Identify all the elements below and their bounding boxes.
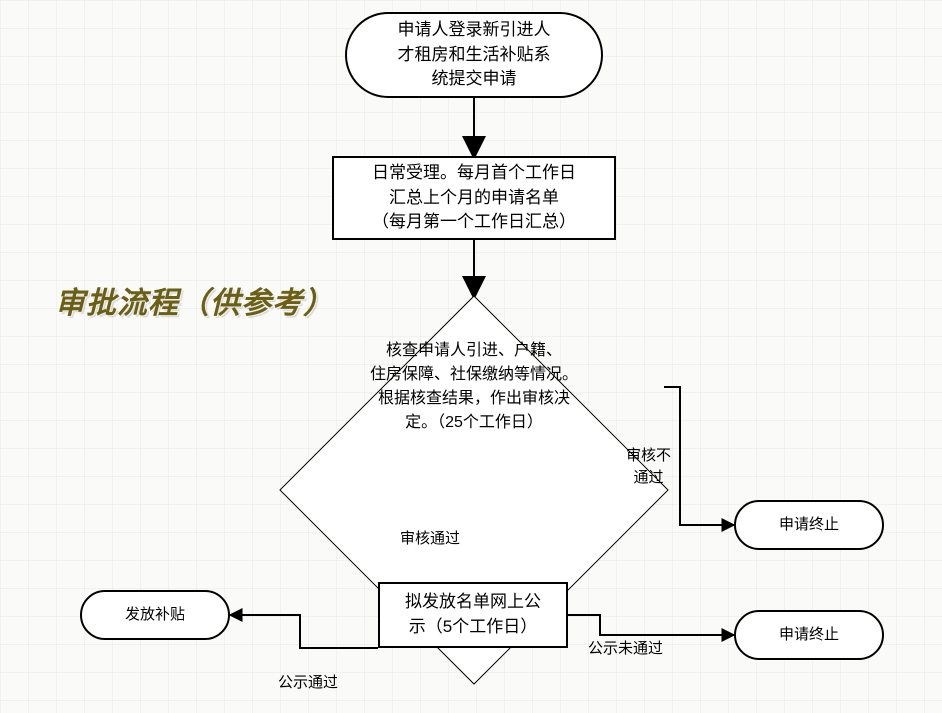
node-grant-text: 发放补贴 — [125, 604, 185, 626]
flowchart-canvas: 申请人登录新引进人才租房和生活补贴系统提交申请 日常受理。每月首个工作日汇总上个… — [0, 0, 942, 713]
node-endfail2-terminator: 申请终止 — [734, 610, 884, 660]
node-publish-process: 拟发放名单网上公示（5个工作日） — [378, 582, 568, 648]
node-decision: 核查申请人引进、户籍、住房保障、社保缴纳等情况。根据核查结果，作出审核决定。（2… — [276, 292, 672, 482]
label-pass: 审核通过 — [400, 528, 460, 550]
node-grant-terminator: 发放补贴 — [80, 590, 230, 640]
label-pub-pass: 公示通过 — [278, 672, 338, 694]
node-publish-text: 拟发放名单网上公示（5个工作日） — [405, 590, 541, 639]
node-decision-text: 核查申请人引进、户籍、住房保障、社保缴纳等情况。根据核查结果，作出审核决定。（2… — [276, 292, 672, 482]
node-start-text: 申请人登录新引进人才租房和生活补贴系统提交申请 — [398, 18, 551, 92]
node-endfail2-text: 申请终止 — [779, 624, 839, 646]
label-fail: 审核不通过 — [626, 445, 671, 489]
node-daily-text: 日常受理。每月首个工作日汇总上个月的申请名单（每月第一个工作日汇总） — [372, 161, 576, 235]
node-start-terminator: 申请人登录新引进人才租房和生活补贴系统提交申请 — [345, 12, 603, 98]
edge — [664, 387, 734, 525]
node-endfail-terminator: 申请终止 — [734, 500, 884, 550]
node-daily-process: 日常受理。每月首个工作日汇总上个月的申请名单（每月第一个工作日汇总） — [332, 156, 616, 240]
label-pub-fail: 公示未通过 — [588, 638, 663, 660]
node-endfail-text: 申请终止 — [779, 514, 839, 536]
